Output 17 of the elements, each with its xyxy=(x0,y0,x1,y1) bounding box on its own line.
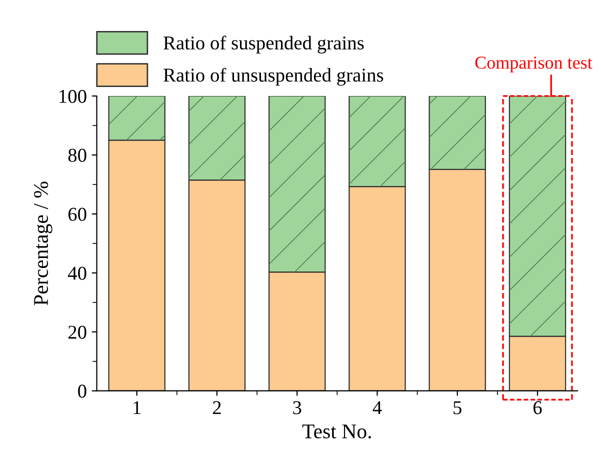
y-tick-label: 40 xyxy=(68,266,86,280)
x-tick-label: 5 xyxy=(454,401,462,414)
x-tick-label: 4 xyxy=(372,401,382,414)
legend-label: Ratio of unsuspended grains xyxy=(164,68,384,86)
x-tick-label: 3 xyxy=(293,401,302,414)
y-tick-label: 20 xyxy=(68,326,86,339)
x-tick-label: 1 xyxy=(134,401,141,414)
y-tick-label: 80 xyxy=(68,148,86,162)
y-tick-label: 100 xyxy=(60,90,86,103)
x-tick-label: 6 xyxy=(533,401,542,414)
annotation: Comparison test xyxy=(475,56,592,72)
y-tick-label: 60 xyxy=(68,208,86,221)
y-axis-title: Percentage / % xyxy=(34,182,52,306)
x-tick-label: 2 xyxy=(212,401,221,414)
x-axis-title: Test No. xyxy=(302,424,371,439)
y-tick-label: 0 xyxy=(78,384,86,398)
legend-label: Ratio of suspended grains xyxy=(164,36,364,54)
